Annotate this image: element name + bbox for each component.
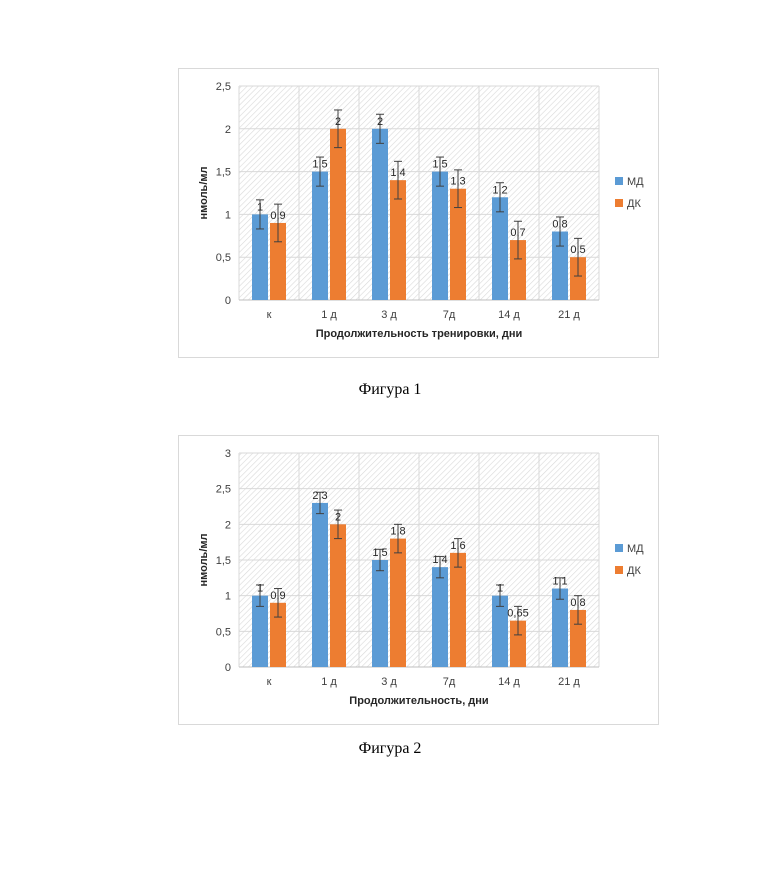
y-tick-label: 1 [225, 591, 231, 603]
bar-md [432, 172, 448, 300]
y-tick-label: 0 [225, 662, 231, 674]
y-tick-label: 1 [225, 209, 231, 221]
y-tick-label: 1,5 [216, 167, 231, 179]
x-tick-label: 14 д [498, 676, 520, 688]
legend-label-md: МД [627, 176, 644, 188]
data-label: 2,3 [312, 490, 327, 502]
bar-md [492, 197, 508, 300]
data-label: 2 [335, 116, 341, 128]
x-tick-label: 3 д [381, 676, 397, 688]
bar-dk [330, 129, 346, 300]
data-label: 0,7 [510, 227, 525, 239]
figure-1-chart: 0 0,5 1 1,5 2 2,5 1 1,5 2 1,5 1,2 0,8 0,9 2 1,4 1,3 0,7 0… [178, 68, 659, 358]
legend-label-dk: ДК [627, 565, 641, 577]
legend-label-dk: ДК [627, 198, 641, 210]
x-tick-label: 21 д [558, 676, 580, 688]
bar-md [552, 589, 568, 667]
bar-md [312, 172, 328, 300]
y-axis-title: нмоль/мл [198, 166, 210, 219]
y-tick-label: 3 [225, 448, 231, 460]
bar-md [372, 129, 388, 300]
y-tick-label: 2,5 [216, 484, 231, 496]
data-label: 1,5 [372, 547, 387, 559]
x-tick-label: 1 д [321, 676, 337, 688]
data-label: 0,8 [552, 219, 567, 231]
x-tick-label: 14 д [498, 309, 520, 321]
data-label: 0,9 [270, 590, 285, 602]
data-label: 0,8 [570, 597, 585, 609]
data-label: 0,9 [270, 210, 285, 222]
y-tick-label: 2 [225, 124, 231, 136]
data-label: 1,5 [432, 159, 447, 171]
x-tick-label: 21 д [558, 309, 580, 321]
data-label: 1 [497, 583, 503, 595]
y-axis-title: нмоль/мл [198, 533, 210, 586]
data-label: 1,5 [312, 159, 327, 171]
x-tick-label: 7д [443, 676, 456, 688]
legend-swatch-md [615, 177, 623, 185]
data-label: 1 [257, 583, 263, 595]
x-tick-label: 3 д [381, 309, 397, 321]
data-label: 1,3 [450, 176, 465, 188]
legend: МД ДК [615, 176, 644, 210]
bar-md [312, 503, 328, 667]
bar-md [372, 560, 388, 667]
y-tick-label: 2,5 [216, 81, 231, 93]
figure-2-chart: 0 0,5 1 1,5 2 2,5 3 1 2,3 1,5 1,4 1 1,1 0,9 2 1,8 1,6 0,6… [178, 435, 659, 725]
data-label: 0,65 [507, 608, 528, 620]
data-label: 1,8 [390, 526, 405, 538]
legend: МД ДК [615, 543, 644, 577]
x-axis-title: Продолжительность, дни [349, 695, 488, 707]
x-tick-label: 1 д [321, 309, 337, 321]
data-label: 2 [377, 116, 383, 128]
legend-swatch-md [615, 544, 623, 552]
figure-2-svg: 0 0,5 1 1,5 2 2,5 3 1 2,3 1,5 1,4 1 1,1 0,9 2 1,8 1,6 0,6… [179, 436, 658, 724]
x-tick-label: к [267, 309, 272, 321]
data-label: 1,1 [552, 576, 567, 588]
y-tick-label: 2 [225, 519, 231, 531]
y-tick-label: 0 [225, 295, 231, 307]
y-tick-label: 1,5 [216, 555, 231, 567]
figure-1-svg: 0 0,5 1 1,5 2 2,5 1 1,5 2 1,5 1,2 0,8 0,9 2 1,4 1,3 0,7 0… [179, 69, 658, 357]
y-tick-label: 0,5 [216, 626, 231, 638]
bar-md [432, 567, 448, 667]
x-axis-title: Продолжительность тренировки, дни [316, 328, 523, 340]
data-label: 0,5 [570, 244, 585, 256]
legend-swatch-dk [615, 566, 623, 574]
legend-swatch-dk [615, 199, 623, 207]
data-label: 1,6 [450, 540, 465, 552]
figure-2-caption: Фигура 2 [0, 740, 780, 758]
x-tick-label: к [267, 676, 272, 688]
y-tick-label: 0,5 [216, 252, 231, 264]
figure-1-caption: Фигура 1 [0, 381, 780, 399]
data-label: 2 [335, 511, 341, 523]
data-label: 1 [257, 201, 263, 213]
legend-label-md: МД [627, 543, 644, 555]
bar-dk [330, 524, 346, 667]
data-label: 1,4 [432, 554, 447, 566]
x-tick-label: 7д [443, 309, 456, 321]
data-label: 1,4 [390, 167, 405, 179]
bar-dk [450, 553, 466, 667]
data-label: 1,2 [492, 184, 507, 196]
bar-dk [390, 539, 406, 667]
